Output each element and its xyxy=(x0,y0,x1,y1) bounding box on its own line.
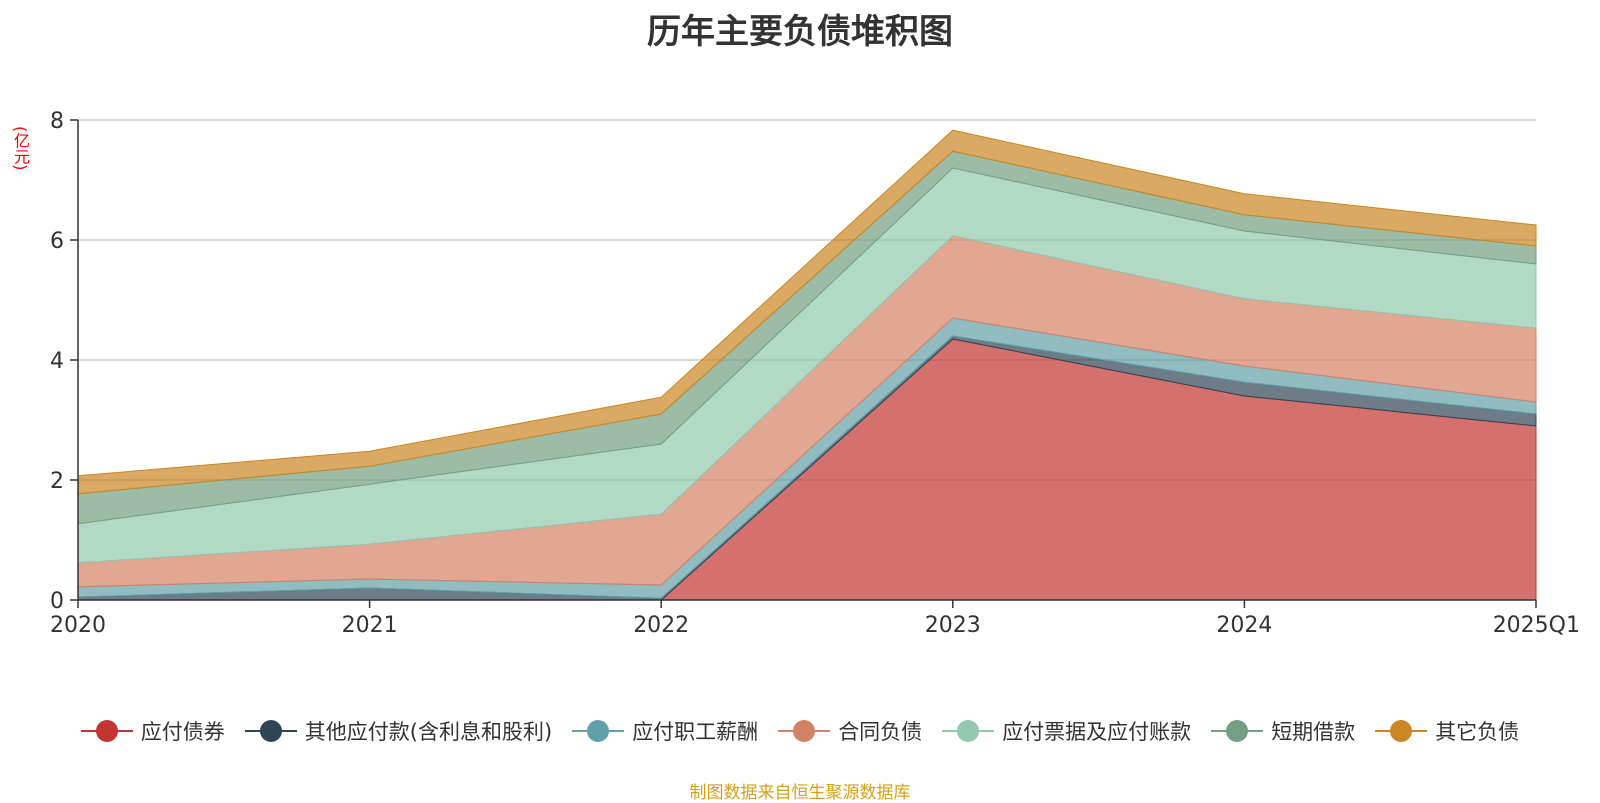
legend-marker-icon xyxy=(1211,720,1264,742)
legend-label: 应付债券 xyxy=(140,720,225,744)
data-source-note: 制图数据来自恒生聚源数据库 xyxy=(689,783,911,803)
legend-item[interactable]: 合同负债 xyxy=(778,716,922,746)
legend-item[interactable]: 应付票据及应付账款 xyxy=(942,716,1191,746)
legend-marker-icon xyxy=(572,720,625,742)
chart-title: 历年主要负债堆积图 xyxy=(647,12,953,52)
y-tick-label: 8 xyxy=(50,109,64,134)
legend-label: 合同负债 xyxy=(838,720,923,744)
legend-marker-icon xyxy=(80,720,133,742)
stacked-area-chart: 0 2 4 6 8 2020 2021 2022 2023 2024 2025Q1 xyxy=(50,109,1580,638)
legend-item[interactable]: 应付职工薪酬 xyxy=(572,716,758,746)
legend-label: 其他应付款(含利息和股利) xyxy=(304,720,553,744)
x-tick-label: 2024 xyxy=(1216,613,1272,638)
x-tick-label: 2025Q1 xyxy=(1493,613,1580,638)
chart-legend: 应付债券 其他应付款(含利息和股利) 应付职工薪酬 合同负债 应付票据及应付账款… xyxy=(0,716,1600,746)
area-series[interactable] xyxy=(77,129,1537,495)
legend-item[interactable]: 应付债券 xyxy=(80,716,225,746)
x-tick-label: 2022 xyxy=(633,613,689,638)
y-tick-label: 4 xyxy=(50,349,64,374)
legend-marker-icon xyxy=(244,720,297,742)
legend-marker-icon xyxy=(942,720,995,742)
legend-label: 应付票据及应付账款 xyxy=(1002,720,1192,744)
y-tick-label: 6 xyxy=(50,229,64,254)
y-tick-label: 2 xyxy=(50,469,64,494)
legend-item[interactable]: 其他应付款(含利息和股利) xyxy=(244,716,553,746)
legend-label: 其它负债 xyxy=(1435,720,1520,744)
legend-label: 短期借款 xyxy=(1271,720,1356,744)
x-tick-label: 2020 xyxy=(50,613,106,638)
legend-marker-icon xyxy=(778,720,831,742)
legend-label: 应付职工薪酬 xyxy=(632,720,759,744)
legend-item[interactable]: 其它负债 xyxy=(1375,716,1519,746)
y-axis-unit: (亿元) xyxy=(11,125,30,171)
x-tick-label: 2023 xyxy=(925,613,981,638)
y-tick-label: 0 xyxy=(50,589,64,614)
legend-marker-icon xyxy=(1375,720,1428,742)
x-tick-label: 2021 xyxy=(342,613,398,638)
legend-item[interactable]: 短期借款 xyxy=(1211,716,1355,746)
